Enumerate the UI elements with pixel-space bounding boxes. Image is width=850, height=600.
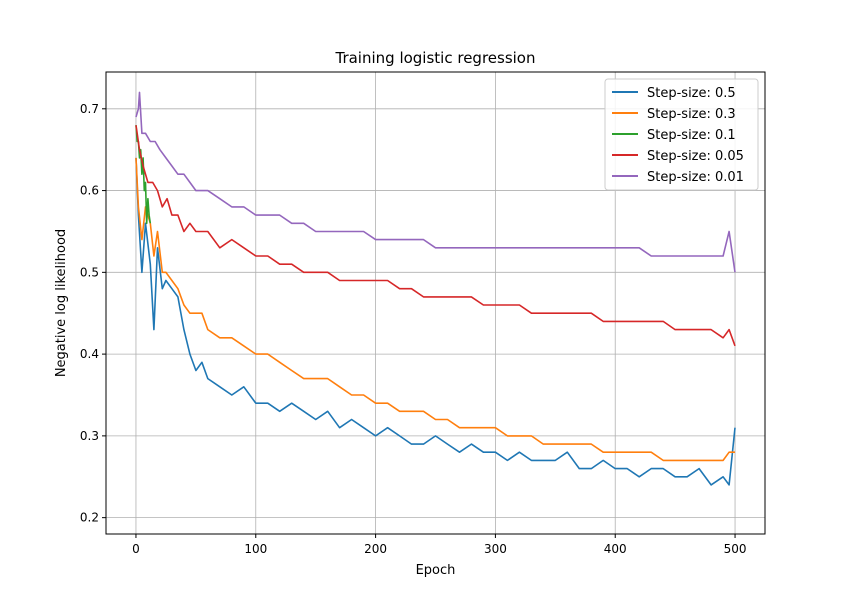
legend-label-0: Step-size: 0.5: [647, 86, 736, 101]
axes-frame: [105, 71, 766, 535]
x-tick-label: 300: [484, 542, 507, 556]
legend: Step-size: 0.5 Step-size: 0.3 Step-size: 0…: [604, 78, 759, 191]
y-axis-label: Negative log likelihood: [54, 229, 69, 377]
x-tick-label: 400: [604, 542, 627, 556]
x-axis-label: Epoch: [416, 563, 456, 578]
grid: [106, 72, 765, 534]
series-line-3: [135, 125, 736, 347]
series-line-1: [135, 157, 735, 462]
legend-box: [604, 78, 759, 191]
y-tick-label: 0.2: [80, 511, 99, 525]
x-tick-label: 500: [724, 542, 747, 556]
legend-label-2: Step-size: 0.1: [647, 128, 736, 143]
x-tick-label: 0: [132, 542, 140, 556]
y-tick-label: 0.4: [80, 347, 99, 361]
axis-ticks: 0 100 200 300 400 500 0.2 0.3 0.4 0.5 0.6 0.7: [80, 102, 747, 556]
y-tick-label: 0.3: [80, 429, 99, 443]
series-line-4: [135, 91, 736, 273]
series-line-0: [135, 157, 736, 486]
y-tick-label: 0.6: [80, 184, 99, 198]
legend-label-1: Step-size: 0.3: [647, 107, 736, 122]
x-tick-label: 200: [364, 542, 387, 556]
chart-title: Training logistic regression: [334, 49, 535, 67]
y-tick-label: 0.5: [80, 265, 99, 279]
y-tick-label: 0.7: [80, 102, 99, 116]
series-lines: [135, 91, 736, 486]
legend-label-4: Step-size: 0.01: [647, 170, 744, 185]
x-tick-label: 100: [244, 542, 267, 556]
legend-label-3: Step-size: 0.05: [647, 149, 744, 164]
